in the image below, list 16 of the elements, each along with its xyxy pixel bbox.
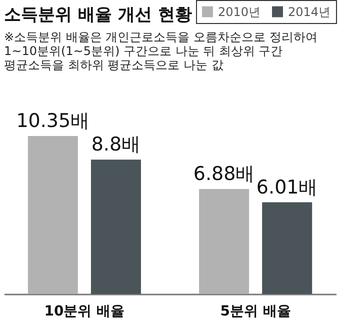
legend-label: 2014년 — [288, 4, 331, 19]
data-label: 10.35배 — [16, 110, 90, 132]
data-label: 8.8배 — [91, 134, 141, 156]
bar — [28, 136, 78, 294]
text: ※소득분위 배율은 개인근로소득을 오름차순으로 정리하여 — [4, 30, 318, 44]
data-label: 6.01배 — [256, 176, 318, 198]
data-label: 6.88배 — [193, 162, 255, 185]
bar — [262, 202, 312, 294]
legend-label: 2010년 — [218, 4, 261, 19]
x-tick-label: 10분위 배율 — [44, 304, 125, 320]
text: 1~10분위(1~5분위) 구간으로 나눈 뒤 최상위 구간 — [4, 44, 283, 58]
bar — [90, 160, 141, 294]
x-tick-label: 5분위 배율 — [220, 304, 291, 320]
bar — [199, 188, 250, 294]
chart-title: 소득분위 배율 개선 현황 — [4, 5, 192, 25]
text: 평균소득을 최하위 평균소득으로 나눈 값 — [4, 58, 224, 72]
